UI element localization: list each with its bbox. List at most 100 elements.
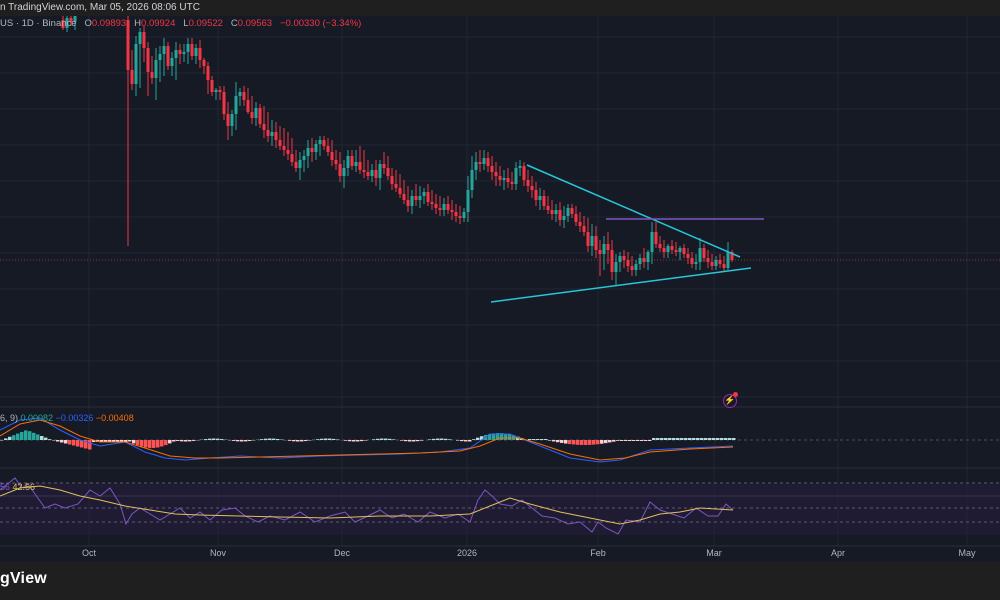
candle-body (602, 244, 606, 254)
candle-body (366, 172, 370, 176)
macd-histogram-bar (156, 440, 160, 448)
candle-body (642, 258, 646, 262)
alert-lightning-icon[interactable]: ⚡ (723, 394, 737, 408)
candle-body (382, 164, 386, 168)
macd-histogram-bar (648, 440, 652, 441)
candle-body (454, 212, 458, 216)
candle-body (458, 216, 462, 218)
candle-body (490, 166, 494, 172)
macd-histogram-bar (344, 440, 348, 441)
open-value: 0.09893 (91, 18, 127, 29)
candle-body (266, 130, 270, 136)
macd-histogram-bar (320, 438, 324, 440)
candle-body (410, 196, 414, 206)
candle-body (482, 158, 486, 164)
candle-body (662, 248, 666, 252)
candle-body (606, 244, 610, 250)
candle-body (650, 232, 654, 252)
macd-histogram-bar (580, 440, 584, 445)
candle-body (462, 212, 466, 218)
macd-histogram-bar (352, 440, 356, 442)
macd-histogram-bar (388, 438, 392, 440)
candle-body (622, 256, 626, 260)
macd-histogram-bar (212, 438, 216, 440)
macd-histogram-bar (24, 430, 28, 440)
macd-histogram-bar (568, 440, 572, 445)
candle-body (418, 196, 422, 200)
chart-canvas[interactable] (0, 16, 1000, 562)
candle-body (138, 32, 142, 44)
candle-body (434, 204, 438, 208)
macd-histogram-bar (148, 440, 152, 448)
candle-body (222, 92, 226, 114)
macd-histogram-bar (496, 433, 500, 440)
macd-histogram-bar (688, 438, 692, 440)
macd-histogram-bar (560, 440, 564, 443)
candle-body (326, 146, 330, 152)
candle-body (530, 186, 534, 190)
time-axis-label: Oct (81, 548, 97, 558)
candle-body (614, 262, 618, 272)
candle-body (134, 44, 138, 84)
macd-histogram-bar (360, 440, 364, 442)
macd-histogram-bar (92, 440, 96, 442)
candle-body (342, 168, 346, 176)
candle-body (170, 58, 174, 66)
macd-histogram-bar (220, 439, 224, 440)
macd-histogram-bar (152, 440, 156, 448)
macd-histogram-bar (448, 439, 452, 440)
macd-histogram-bar (64, 440, 68, 444)
candle-body (514, 168, 518, 184)
candle-body (402, 194, 406, 200)
candle-body (594, 236, 598, 250)
macd-histogram-bar (640, 440, 644, 441)
macd-histogram-bar (564, 440, 568, 444)
candle-body (534, 190, 538, 200)
candle-body (550, 210, 554, 214)
macd-histogram-bar (208, 438, 212, 440)
tradingview-logo: gView (0, 570, 47, 587)
candle-body (438, 208, 442, 210)
macd-histogram-bar (476, 437, 480, 440)
macd-histogram-bar (576, 440, 580, 445)
macd-histogram-bar (472, 439, 476, 440)
macd-histogram-bar (364, 440, 368, 441)
candle-body (210, 80, 214, 92)
macd-histogram-bar (84, 440, 88, 449)
candle-body (590, 236, 594, 246)
macd-histogram-bar (132, 440, 136, 444)
candle-body (194, 48, 198, 56)
macd-histogram-bar (60, 440, 64, 443)
macd-histogram-bar (588, 440, 592, 445)
macd-histogram-bar (184, 440, 188, 442)
candle-body (634, 264, 638, 270)
macd-histogram-bar (172, 440, 176, 442)
price-legend: US · 1D · Binance O0.09893 H0.09924 L0.0… (0, 18, 361, 29)
macd-histogram-bar (260, 439, 264, 440)
candle-body (670, 246, 674, 250)
lower-ascending-trendline (490, 267, 752, 303)
chart-area[interactable]: US · 1D · Binance O0.09893 H0.09924 L0.0… (0, 16, 1000, 562)
candle-body (558, 210, 562, 220)
rsi-band (0, 483, 1000, 535)
macd-histogram-bar (180, 440, 184, 442)
candle-body (178, 50, 182, 54)
macd-histogram-bar (412, 440, 416, 442)
macd-histogram-bar (120, 440, 124, 442)
macd-histogram-bar (664, 438, 668, 440)
candle-body (182, 52, 186, 54)
candle-body (638, 258, 642, 264)
macd-histogram-bar (592, 440, 596, 445)
macd-histogram-bar (56, 440, 60, 442)
candle-body (130, 70, 134, 84)
macd-histogram-bar (464, 440, 468, 442)
candle-body (126, 20, 130, 70)
macd-histogram-bar (652, 438, 656, 440)
macd-histogram-bar (676, 438, 680, 440)
candle-body (682, 248, 686, 254)
candle-body (394, 184, 398, 188)
macd-histogram-bar (628, 440, 632, 441)
macd-params: 6, 9) (0, 413, 19, 423)
macd-histogram-bar (720, 438, 724, 440)
macd-histogram-bar (380, 438, 384, 440)
